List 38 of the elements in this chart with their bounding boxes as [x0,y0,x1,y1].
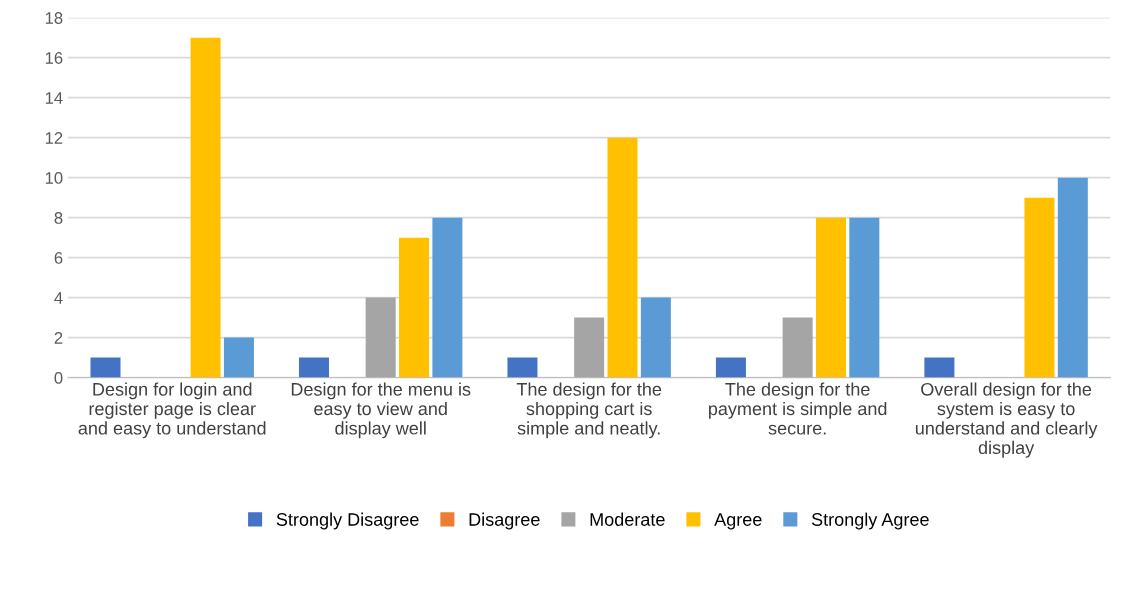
y-tick-label: 10 [45,172,63,184]
y-tick-label: 12 [45,132,63,144]
y-tick-label: 0 [54,372,63,384]
bar [574,317,605,378]
y-tick-label: 4 [54,292,63,304]
bar [507,357,538,378]
x-tick-label: Design for login and register page is clear and easy to understand [78,382,266,439]
x-tick-label: Overall design for the system is easy to understand and clearly display [915,382,1098,458]
y-tick-label: 16 [45,52,63,64]
bar [607,137,638,378]
y-tick-label: 6 [54,252,63,264]
bar [1057,177,1088,378]
bar [782,317,813,378]
x-tick-label: Design for the menu is easy to view and display well [291,382,471,439]
bar [90,357,121,378]
bar [365,297,396,378]
bar [849,217,880,378]
legend-label: Disagree [469,512,540,530]
bar [190,37,221,378]
x-tick-label: The design for the payment is simple and secure. [708,382,887,435]
bar [298,357,329,378]
y-tick-label: 8 [54,212,63,224]
bar [715,357,746,378]
bar [223,337,254,378]
bar [1024,197,1055,378]
legend-label: Moderate [590,512,665,526]
bar [640,297,671,378]
bar [432,217,463,378]
y-tick-label: 18 [45,12,63,24]
bar [399,237,430,378]
bar [815,217,846,378]
y-tick-label: 14 [45,92,63,104]
legend-label: Strongly Agree [811,512,929,530]
x-tick-label: The design for the shopping cart is simple and neatly. [516,382,662,439]
y-tick-label: 2 [54,332,63,344]
legend-label: Agree [714,513,762,530]
bar [924,357,955,378]
legend-label: Strongly Disagree [276,512,419,530]
